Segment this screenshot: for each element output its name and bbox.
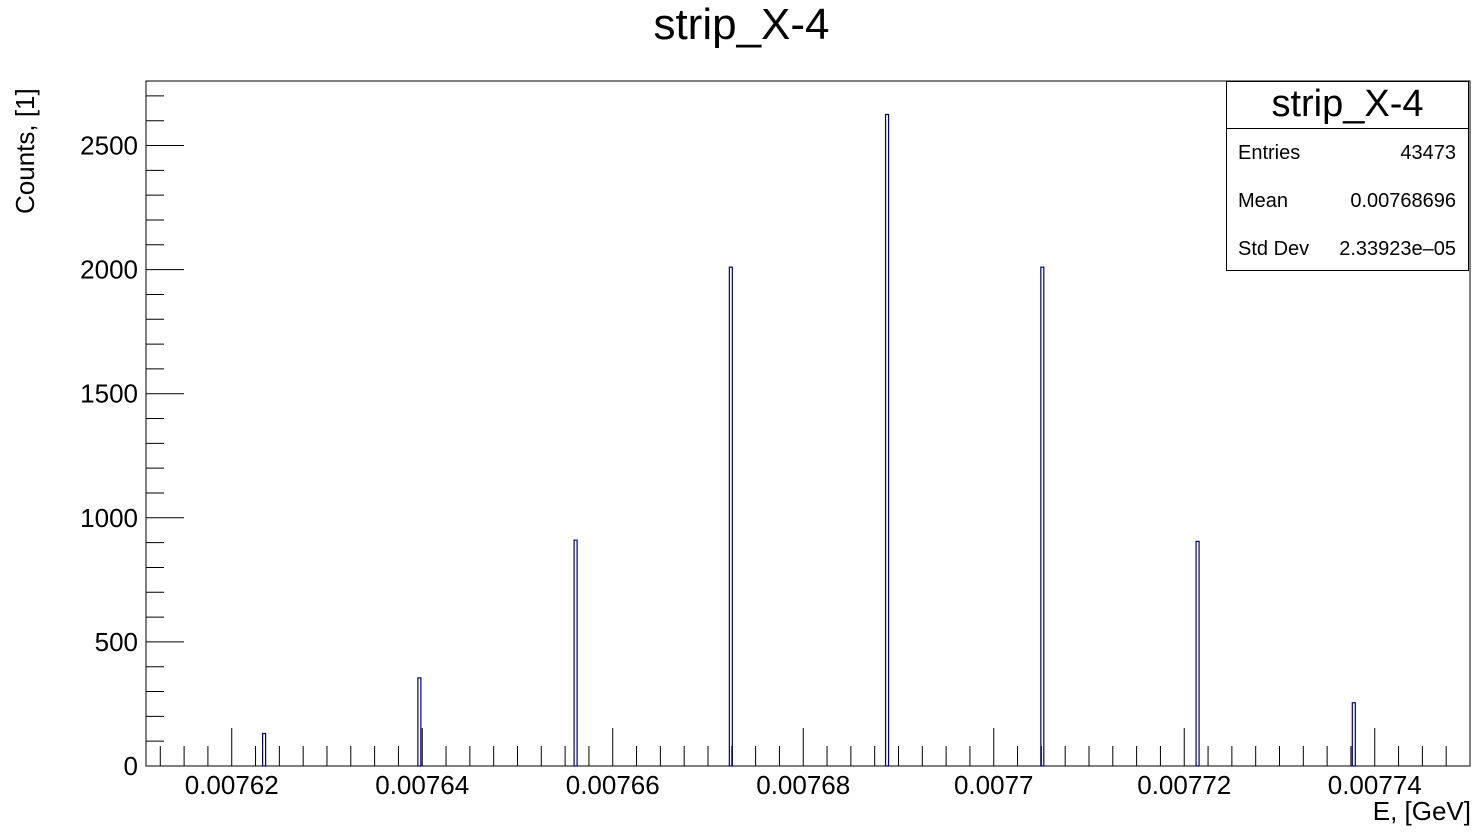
histogram-bar	[728, 266, 733, 767]
x-tick-label: 0.00766	[566, 770, 660, 800]
stats-row-entries: Entries 43473	[1227, 129, 1468, 177]
histogram-bar	[1195, 540, 1200, 767]
histogram-bars	[262, 113, 1356, 767]
x-tick-label: 0.00762	[185, 770, 279, 800]
y-axis-label-box: Counts, [1]	[10, 80, 40, 220]
stats-value: 2.33923e–05	[1339, 238, 1456, 260]
histogram-bar	[1351, 702, 1356, 767]
x-tick-label: 0.00764	[375, 770, 469, 800]
y-tick-label: 2000	[80, 255, 138, 285]
x-tick-label: 0.0077	[954, 770, 1034, 800]
stats-key: Std Dev	[1238, 238, 1310, 260]
histogram-bar	[573, 539, 578, 767]
plot-frame	[145, 80, 1471, 767]
histogram-bar	[1040, 266, 1045, 767]
histogram-bar	[417, 677, 422, 767]
y-tick-label: 0	[124, 751, 138, 781]
histogram-bar	[262, 732, 267, 767]
stats-value: 0.00768696	[1350, 190, 1456, 212]
x-axis-label: E, [GeV]	[1372, 796, 1471, 826]
x-tick-label: 0.00774	[1328, 770, 1422, 800]
stats-row-mean: Mean 0.00768696	[1227, 177, 1468, 225]
stats-key: Mean	[1238, 190, 1289, 212]
stats-title: strip_X-4	[1227, 82, 1468, 129]
stats-key: Entries	[1238, 142, 1301, 164]
x-tick-label: 0.00772	[1137, 770, 1231, 800]
stats-value: 43473	[1400, 142, 1456, 164]
x-tick-label: 0.00768	[756, 770, 850, 800]
y-tick-label: 1500	[80, 379, 138, 409]
x-axis: 0.00762 0.00764 0.00766 0.00768 0.0077 0.0077…	[159, 728, 1447, 800]
histogram-bar	[884, 113, 890, 767]
chart-title: strip_X-4	[653, 0, 830, 49]
y-tick-label: 500	[95, 627, 138, 657]
y-tick-label: 1000	[80, 503, 138, 533]
stats-box: strip_X-4 Entries 43473 Mean 0.00768696 …	[1226, 81, 1469, 271]
y-axis: 0 500 1000 1500 2000 2500	[80, 95, 184, 781]
stats-row-stddev: Std Dev 2.33923e–05	[1227, 225, 1468, 273]
y-tick-label: 2500	[80, 131, 138, 161]
y-axis-label: Counts, [1]	[10, 88, 40, 214]
